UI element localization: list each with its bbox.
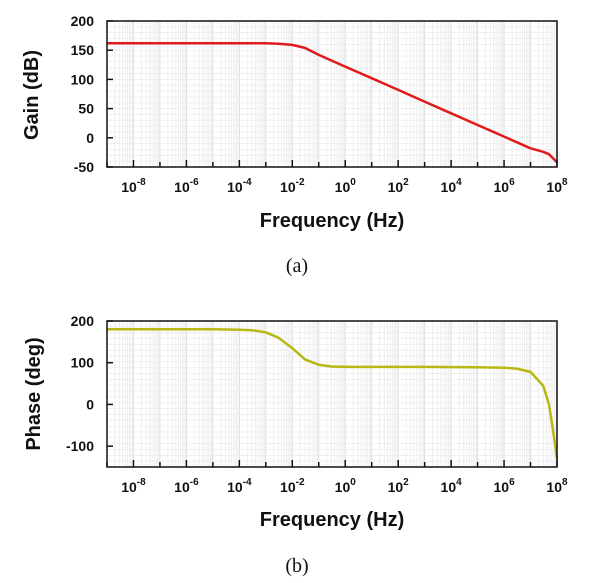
gain-x-tick-label: 104 (441, 177, 463, 195)
gain-caption: (a) (286, 255, 308, 277)
phase-curve (107, 328, 559, 459)
phase-x-tick-label: 106 (493, 477, 515, 495)
gain-curve (107, 41, 558, 164)
phase-x-tick-label: 108 (546, 477, 568, 495)
phase-y-axis-title: Phase (deg) (23, 337, 45, 450)
phase-chart: 200 100 0 -100 10-8 10-6 10-4 10-2 100 102 104 106 1… (23, 313, 568, 577)
phase-x-tick-label: 10-4 (227, 477, 252, 495)
gain-x-tick-label: 102 (388, 177, 410, 195)
gain-y-tick-label: 150 (71, 42, 95, 58)
phase-plot-frame (106, 320, 558, 468)
phase-ticks: 200 100 0 -100 10-8 10-6 10-4 10-2 100 102 104 106 1… (66, 313, 568, 495)
gain-x-tick-label: 10-8 (121, 177, 146, 195)
gain-y-tick-label: 200 (71, 13, 95, 29)
phase-y-tick-label: 100 (71, 355, 95, 371)
gain-x-tick-label: 10-6 (174, 177, 199, 195)
gain-plot-frame (106, 20, 558, 168)
gain-y-axis-title: Gain (dB) (21, 50, 43, 140)
gain-x-tick-label: 100 (335, 177, 357, 195)
phase-caption: (b) (285, 555, 308, 577)
gain-y-tick-label: 100 (71, 71, 95, 87)
phase-x-axis-title: Frequency (Hz) (260, 509, 404, 531)
gain-x-tick-label: 10-4 (227, 177, 252, 195)
phase-series (107, 328, 559, 459)
gain-y-tick-label: -50 (74, 159, 94, 175)
phase-y-tick-label: 200 (71, 313, 95, 329)
phase-x-tick-label: 104 (441, 477, 463, 495)
phase-x-tick-label: 102 (388, 477, 410, 495)
gain-x-tick-label: 10-2 (280, 177, 305, 195)
gain-ticks: 200 150 100 50 0 -50 10-8 10-6 10-4 10-2 100 102 104… (71, 13, 568, 195)
gain-x-axis-title: Frequency (Hz) (260, 210, 404, 232)
gain-x-tick-label: 108 (546, 177, 568, 195)
phase-x-tick-label: 100 (335, 477, 357, 495)
gain-series (107, 41, 558, 164)
gain-y-tick-label: 0 (86, 130, 94, 146)
phase-x-tick-label: 10-2 (280, 477, 305, 495)
gain-chart: 200 150 100 50 0 -50 10-8 10-6 10-4 10-2 100 102 104… (21, 13, 568, 277)
gain-y-tick-label: 50 (78, 101, 94, 117)
phase-x-tick-label: 10-8 (121, 477, 146, 495)
phase-y-tick-label: 0 (86, 396, 94, 412)
gain-x-tick-label: 106 (493, 177, 515, 195)
phase-plot-area (107, 321, 557, 467)
phase-y-tick-label: -100 (66, 438, 94, 454)
gain-grid (106, 20, 557, 168)
phase-x-tick-label: 10-6 (174, 477, 199, 495)
